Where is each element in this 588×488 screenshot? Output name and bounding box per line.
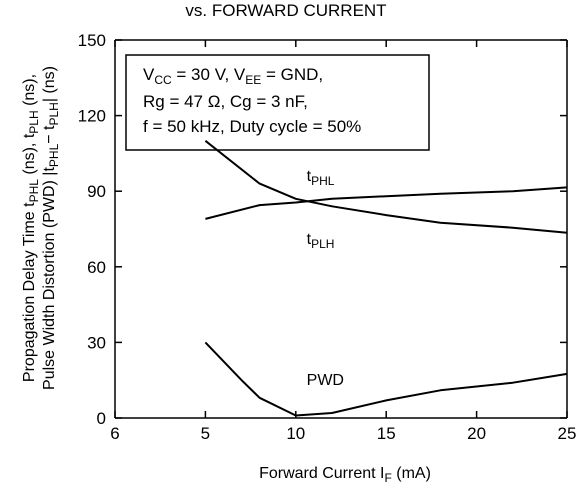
conditions-box-border [125,54,430,151]
y-tick-label: 120 [78,107,106,126]
text-segment: = GND, [261,65,323,84]
x-axis-title: Forward Current IF (mA) [259,465,431,485]
text-segment: | (ns) [41,66,58,102]
y-tick-label: 60 [87,258,106,277]
subscript: EE [245,73,261,87]
x-tick-label: 25 [558,424,577,443]
series-line-tphl [205,186,568,220]
condition-line-frequency: f = 50 kHz, Duty cycle = 50% [143,117,361,136]
text-segment: − t [41,125,58,144]
subscript: PHL [27,179,41,203]
condition-line-supply: VCC = 30 V, VEE = GND, [143,65,323,87]
series-label-tphl: tPHL [307,168,335,188]
subscript: CC [154,73,172,87]
x-tick-label: 10 [286,424,305,443]
series-label-subscript: PLH [311,237,334,251]
series-line-pwd [204,341,568,417]
text-segment: Propagation Delay Time t [21,202,38,382]
text-segment: Forward Current I [259,465,384,482]
subscript: F [384,471,391,485]
chart-title: vs. FORWARD CURRENT [185,1,386,20]
text-segment: (ns), t [21,133,38,179]
series-label-main: t [307,168,312,185]
x-tick-label: 5 [201,424,210,443]
text-segment: f = 50 kHz, Duty cycle = 50% [143,117,361,136]
text-segment: (ns), [21,74,38,110]
series-label-main: t [307,231,312,248]
conditions-box: VCC = 30 V, VEE = GND, Rg = 47 Ω, Cg = 3… [125,54,430,151]
text-segment: (mA) [392,465,431,482]
y-tick-label: 150 [78,31,106,50]
subscript: PLH [27,110,41,133]
series-label-tplh: tPLH [307,231,335,251]
y-axis-title-line-2: Pulse Width Distortion (PWD) |tPHL− tPLH… [41,66,61,390]
axis-ticks: 6 5 10 15 20 25 0 30 60 90 120 150 [78,31,577,443]
series-label-subscript: PHL [311,174,335,188]
x-tick-label: 15 [377,424,396,443]
plot-frame [114,39,568,419]
subscript: PHL [47,143,61,167]
series-label-main: PWD [307,372,344,389]
y-tick-label: 30 [87,333,106,352]
y-tick-label: 90 [87,182,106,201]
y-axis-title-line-1: Propagation Delay Time tPHL (ns), tPLH (… [21,74,41,382]
y-axis-title: Propagation Delay Time tPHL (ns), tPLH (… [21,66,61,390]
text-segment: Pulse Width Distortion (PWD) |t [41,167,58,390]
subscript: PLH [47,102,61,125]
x-tick-label: 20 [467,424,486,443]
text-segment: V [143,65,155,84]
text-segment: = 30 V, V [172,65,246,84]
condition-line-gate: Rg = 47 Ω, Cg = 3 nF, [143,92,308,111]
y-tick-label: 0 [97,409,106,428]
text-segment: Rg = 47 Ω, Cg = 3 nF, [143,92,308,111]
series-label-pwd: PWD [307,372,344,389]
x-tick-label: 6 [110,424,119,443]
series-line-tplh [204,140,568,234]
